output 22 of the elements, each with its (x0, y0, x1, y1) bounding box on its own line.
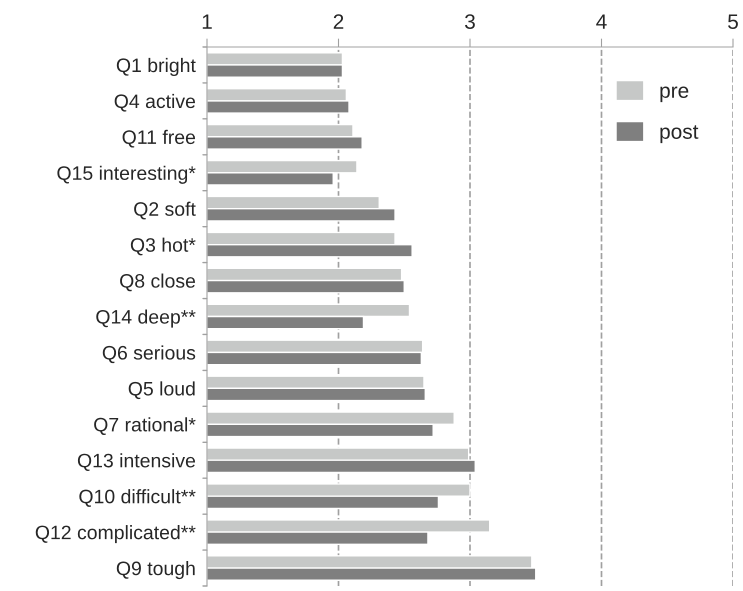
y-tick-label: Q12 complicated** (36, 525, 196, 544)
x-tick-label: 2 (334, 14, 344, 29)
x-tick-label: 1 (202, 14, 212, 29)
y-tick-label: Q7 rational* (94, 417, 196, 436)
y-tick-label: Q10 difficult** (79, 489, 196, 507)
y-tick-label: Q11 free (122, 130, 196, 148)
x-tick-label: 4 (596, 14, 607, 29)
x-tick-label: 5 (728, 14, 738, 29)
legend-label: post (660, 125, 698, 144)
y-tick-label: Q6 serious (102, 345, 196, 364)
x-tick-label: 3 (465, 14, 475, 29)
y-tick-label: Q8 close (120, 274, 196, 292)
legend-label: pre (660, 86, 688, 102)
y-tick-label: Q3 hot* (130, 238, 196, 256)
y-tick-label: Q15 interesting* (57, 166, 196, 184)
y-tick-label: Q5 loud (128, 381, 195, 400)
y-tick-label: Q1 bright (116, 58, 196, 76)
y-tick-label: Q14 deep** (96, 309, 196, 328)
y-tick-label: Q4 active (114, 94, 196, 112)
y-tick-label: Q13 intensive (78, 453, 196, 471)
y-tick-label: Q9 tough (116, 560, 195, 580)
y-tick-label: Q2 soft (134, 202, 196, 220)
